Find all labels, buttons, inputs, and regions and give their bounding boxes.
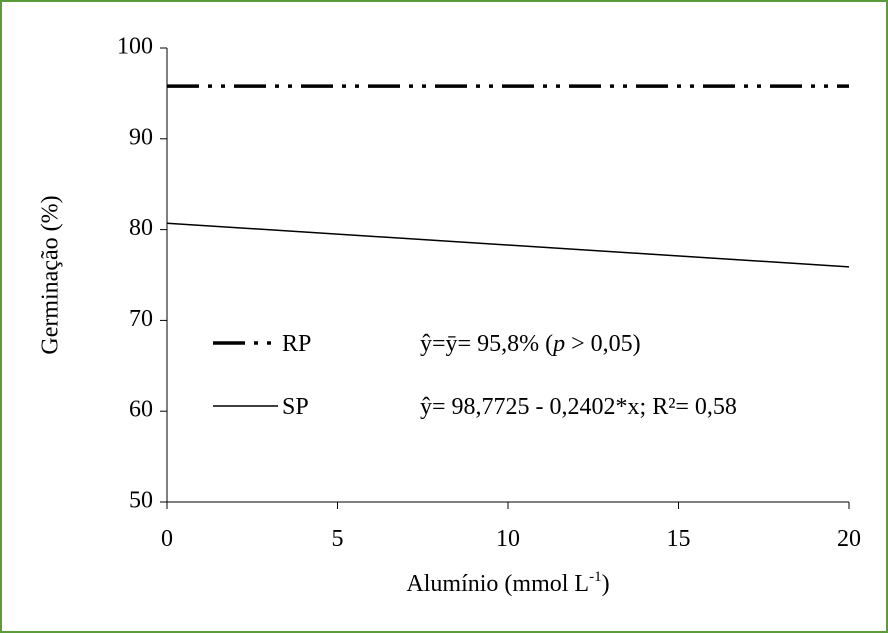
x-tick-label: 20 (837, 526, 861, 552)
y-tick-label: 60 (129, 397, 153, 423)
x-axis-label-end: ) (602, 571, 610, 597)
equation-text: > 0,05) (565, 331, 641, 357)
y-tick-label: 70 (129, 306, 153, 332)
legend-label: SP (282, 394, 309, 420)
y-tick-label: 100 (117, 34, 153, 60)
x-axis-label-sup: -1 (589, 569, 602, 585)
x-tick-label: 0 (161, 526, 173, 552)
series-line (166, 222, 850, 268)
y-axis-label: Germinação (%) (38, 195, 64, 354)
y-tick-label: 50 (129, 488, 153, 514)
x-axis-label: Alumínio (mmol L-1) (406, 569, 609, 597)
y-tick-label: 80 (129, 215, 153, 241)
y-tick-label: 90 (129, 124, 153, 150)
x-tick-label: 15 (667, 526, 691, 552)
legend: ŷ=ȳ= 95,8% (p > 0,05) ŷ= 98,7725 - 0,240… (420, 331, 737, 420)
equation-text: ŷ= 98,7725 - 0,2402*x; R²= 0,58 (420, 394, 737, 420)
x-axis-label-text: Alumínio (mmol L (406, 571, 589, 597)
equation-text: p (551, 331, 565, 357)
equation: ŷ=ȳ= 95,8% (p > 0,05) (420, 331, 641, 357)
x-tick-label: 10 (496, 526, 520, 552)
x-tick-label: 5 (332, 526, 344, 552)
equation-text: ŷ=ȳ= 95,8% ( (420, 331, 553, 357)
equation: ŷ= 98,7725 - 0,2402*x; R²= 0,58 (420, 394, 737, 420)
legend-label: RP (282, 331, 311, 357)
